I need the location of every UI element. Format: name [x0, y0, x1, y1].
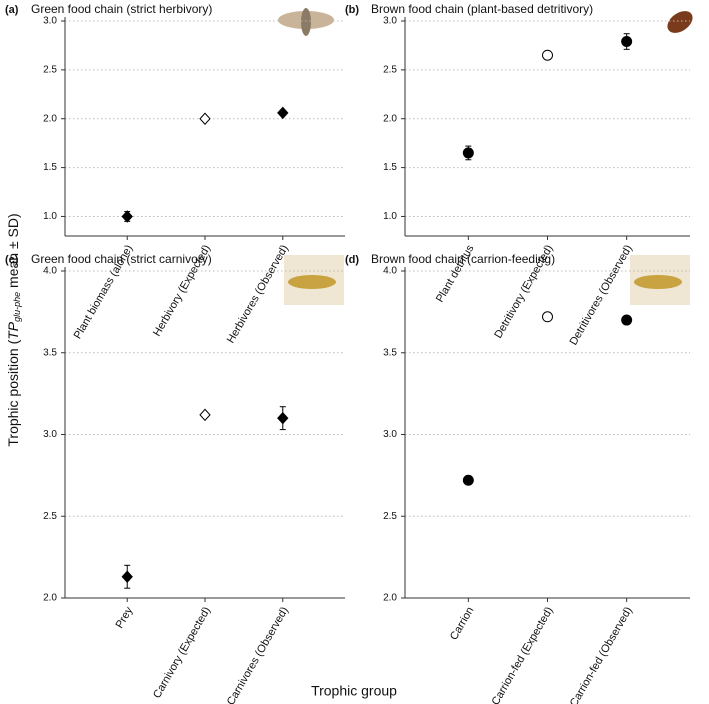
y-label-suffix: mean ± SD) [5, 213, 21, 291]
point [121, 570, 133, 583]
moth-picture [278, 8, 334, 36]
panel-title: Green food chain (strict carnivory) [31, 252, 212, 266]
y-tick-label: 1.0 [43, 211, 57, 222]
y-label-italic: TP [5, 321, 21, 340]
panel-label: (c) [5, 254, 19, 266]
x-axis-label: Trophic group [311, 683, 397, 699]
y-tick-label: 1.0 [383, 211, 397, 222]
x-tick-label: Carrion [448, 605, 476, 642]
y-tick-label: 4.0 [383, 266, 397, 277]
y-label-prefix: Trophic position ( [5, 339, 21, 446]
y-label-subscript: glu-phe [12, 292, 22, 322]
x-tick-label: Carrion-fed (Observed) [568, 605, 635, 704]
y-tick-label: 3.5 [383, 347, 397, 358]
y-tick-label: 1.5 [43, 162, 57, 173]
x-tick-label: Prey [114, 605, 136, 631]
point [462, 147, 474, 159]
point [462, 474, 474, 486]
panel-title: Brown food chain (carrion-feeding) [371, 252, 555, 266]
fish-picture-1 [284, 255, 344, 305]
y-tick-label: 2.0 [43, 593, 57, 604]
x-tick-label: Carrion-fed (Expected) [490, 605, 556, 704]
point [542, 311, 553, 323]
panel: (c) Green food chain (strict carnivory) 2.… [5, 252, 345, 704]
y-axis-label: Trophic position (TPglu-phe mean ± SD) [5, 213, 23, 446]
panel: (d) Brown food chain (carrion-feeding) 2.0… [345, 252, 690, 704]
panel-label: (a) [5, 4, 19, 16]
y-tick-label: 2.5 [43, 65, 57, 76]
y-tick-label: 2.0 [43, 113, 57, 124]
panel-label: (d) [345, 254, 359, 266]
y-tick-label: 1.5 [383, 162, 397, 173]
y-tick-label: 4.0 [43, 266, 57, 277]
point [121, 210, 133, 223]
panel-title: Brown food chain (plant-based detritivor… [371, 2, 593, 16]
x-tick-label: Carnivores (Observed) [225, 605, 291, 704]
point [542, 49, 553, 61]
point [277, 106, 289, 120]
y-tick-label: 3.0 [43, 429, 57, 440]
y-tick-label: 3.5 [43, 347, 57, 358]
y-tick-label: 2.0 [383, 113, 397, 124]
y-tick-label: 2.5 [383, 511, 397, 522]
panel-title: Green food chain (strict herbivory) [31, 2, 212, 16]
fish-picture-2 [630, 255, 690, 305]
point [199, 112, 211, 125]
y-tick-label: 2.5 [43, 511, 57, 522]
point [277, 411, 289, 425]
beetle-picture [667, 11, 693, 33]
y-tick-label: 3.0 [43, 16, 57, 27]
point [199, 408, 211, 422]
x-tick-label: Herbivores (Observed) [225, 243, 291, 345]
panel-label: (b) [345, 4, 359, 16]
y-tick-label: 3.0 [383, 16, 397, 27]
point [621, 36, 633, 48]
point [621, 314, 633, 326]
x-tick-label: Detritivores (Observed) [568, 243, 635, 347]
y-tick-label: 2.0 [383, 593, 397, 604]
y-tick-label: 3.0 [383, 429, 397, 440]
y-tick-label: 2.5 [383, 65, 397, 76]
x-tick-label: Carnivory (Expected) [151, 605, 213, 700]
